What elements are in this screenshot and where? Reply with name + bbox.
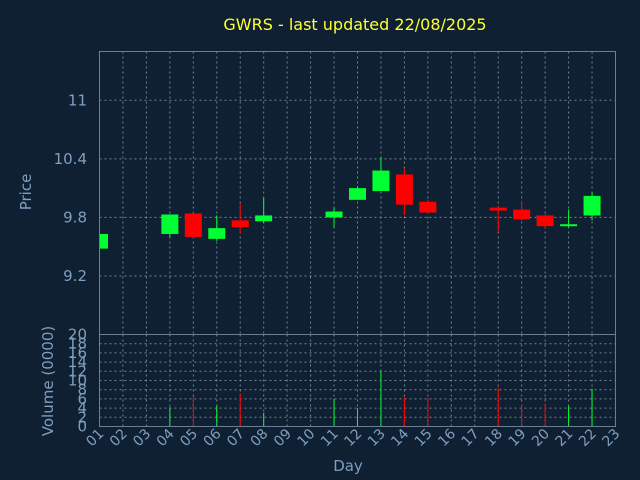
candle-body	[255, 215, 273, 222]
candle-body	[395, 174, 413, 205]
x-tick-label: 02	[107, 426, 131, 450]
volume-tick-label: 10	[68, 372, 87, 390]
volume-grid	[99, 334, 616, 427]
x-tick-label: 11	[318, 426, 342, 450]
volume-plot-frame	[99, 334, 616, 427]
chart-title: GWRS - last updated 22/08/2025	[223, 15, 486, 34]
x-tick-label: 18	[482, 426, 506, 450]
volume-tick-label: 20	[68, 326, 87, 344]
price-panel: 9.2 9.8 10.4 11 Price	[17, 51, 616, 335]
price-candles	[99, 156, 601, 252]
x-tick-label: 04	[154, 426, 178, 450]
candle-body	[161, 214, 179, 234]
x-ticks: 01 02 03 04 05 06 07 08 09 10 11 12 13 14 15 16 17 18 19 20…	[83, 426, 623, 450]
candle-body	[419, 201, 437, 213]
candle-body	[513, 209, 531, 220]
x-tick-label: 16	[435, 426, 459, 450]
x-tick-label: 07	[224, 426, 248, 450]
volume-tick-label: 12	[68, 362, 87, 380]
x-tick-label: 12	[341, 426, 365, 450]
x-tick-label: 08	[248, 426, 272, 450]
volume-tick-label: 8	[77, 381, 87, 399]
x-tick-label: 17	[459, 426, 483, 450]
x-tick-label: 10	[294, 426, 318, 450]
x-tick-label: 20	[529, 426, 553, 450]
candle-body	[231, 220, 249, 228]
volume-tick-label: 18	[68, 335, 87, 353]
x-tick-label: 14	[388, 426, 412, 450]
x-tick-label: 06	[201, 426, 225, 450]
candle-body	[489, 207, 507, 211]
candle-body	[536, 215, 554, 227]
volume-tick-label: 0	[77, 418, 87, 436]
x-tick-label: 03	[130, 426, 154, 450]
volume-tick-label: 16	[68, 344, 87, 362]
candle-body	[372, 170, 390, 192]
price-axis-label: Price	[17, 174, 35, 211]
price-tick-label: 11	[68, 91, 87, 109]
x-tick-label: 15	[412, 426, 436, 450]
volume-tick-label: 6	[77, 390, 87, 408]
candle-body	[349, 188, 366, 200]
x-tick-label: 05	[177, 426, 201, 450]
candle-body	[99, 233, 108, 249]
x-axis-label: Day	[333, 457, 363, 475]
price-tick-label: 9.8	[63, 208, 87, 226]
x-tick-label: 09	[271, 426, 295, 450]
price-y-ticks: 9.2 9.8 10.4 11	[54, 91, 87, 285]
x-tick-label: 21	[552, 426, 576, 450]
x-tick-label: 23	[599, 426, 623, 450]
volume-tick-label: 2	[77, 408, 87, 426]
volume-tick-label: 14	[68, 353, 87, 371]
candle-body	[184, 213, 202, 237]
volume-bars	[169, 371, 593, 427]
volume-axis-label: Volume (0000)	[39, 326, 57, 436]
volume-tick-label: 4	[77, 399, 87, 417]
candle-body	[325, 211, 343, 218]
price-tick-label: 10.4	[54, 150, 87, 168]
candle-body	[208, 228, 226, 239]
candle-body	[560, 224, 578, 227]
candle-body	[583, 195, 601, 216]
x-tick-label: 13	[365, 426, 389, 450]
price-tick-label: 9.2	[63, 267, 87, 285]
x-tick-label: 19	[506, 426, 530, 450]
x-tick-label: 22	[576, 426, 600, 450]
